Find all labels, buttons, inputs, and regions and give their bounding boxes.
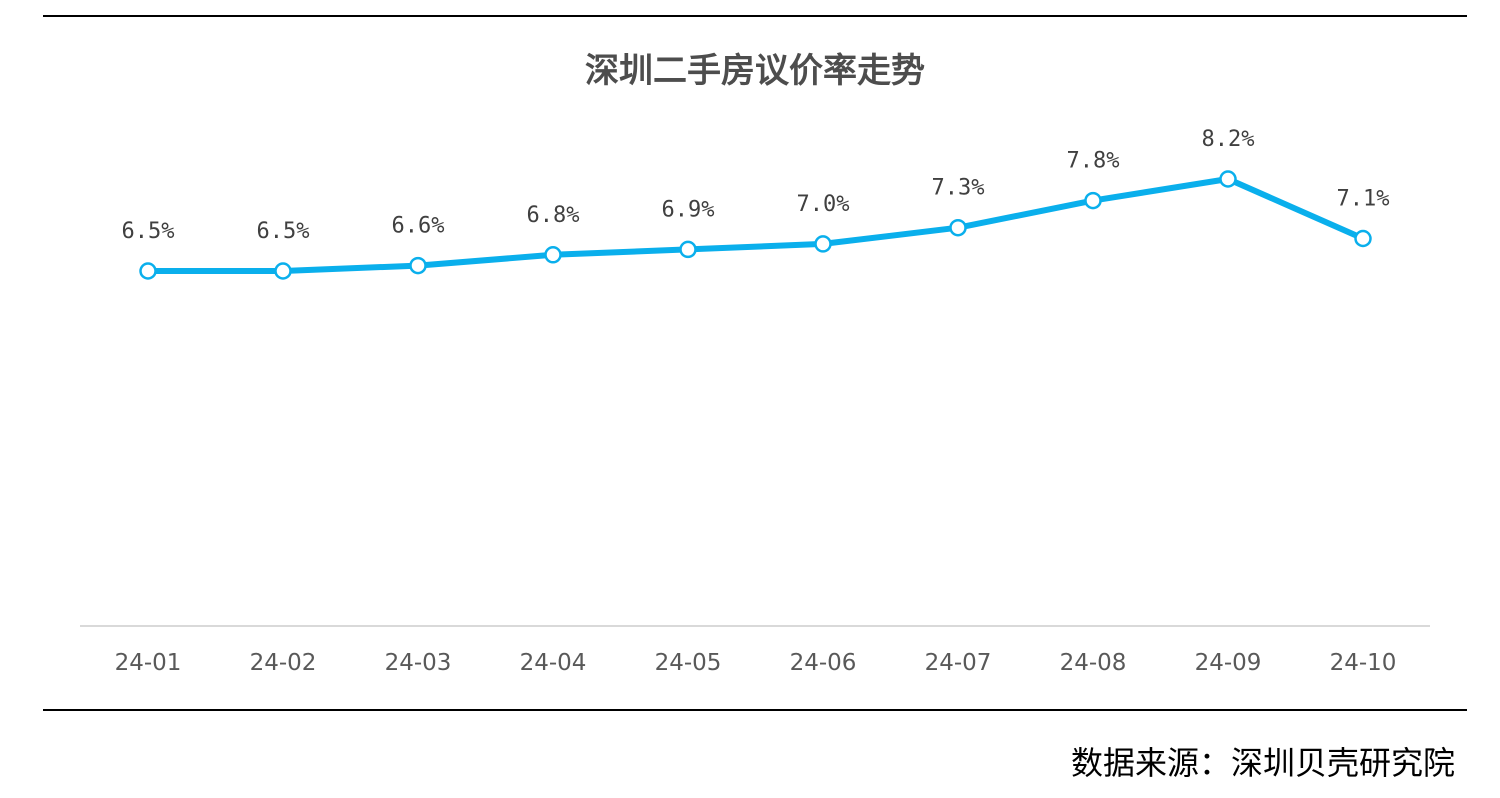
top-rule (43, 15, 1467, 17)
data-label: 6.5% (122, 219, 175, 244)
x-tick-label: 24-02 (250, 650, 317, 676)
x-tick-label: 24-07 (925, 650, 992, 676)
data-label: 6.6% (392, 214, 445, 239)
data-point (1354, 229, 1372, 248)
data-point (544, 246, 562, 264)
data-label: 6.9% (662, 197, 715, 222)
x-tick-label: 24-09 (1195, 650, 1262, 676)
x-tick-label: 24-01 (115, 650, 182, 676)
x-tick-label: 24-03 (385, 650, 452, 676)
bottom-rule (43, 709, 1467, 711)
series-group: 6.5% 6.5% 6.6% 6.8% 6.9% 7.0% 7.3% 7.8% 8.2% 7.1% (122, 127, 1390, 280)
data-point (1084, 191, 1102, 210)
data-point (814, 235, 832, 253)
data-label: 7.8% (1067, 149, 1120, 174)
x-tick-label: 24-08 (1060, 650, 1127, 676)
series-line (145, 176, 1366, 274)
chart-title: 深圳二手房议价率走势 (585, 51, 925, 91)
x-tick-label: 24-06 (790, 650, 857, 676)
data-label: 6.5% (257, 219, 310, 244)
data-point (1219, 170, 1237, 188)
data-source: 数据来源：深圳贝壳研究院 (1070, 744, 1455, 782)
x-tick-labels: 24-01 24-02 24-03 24-04 24-05 24-06 24-07 24-08… (115, 650, 1397, 676)
x-tick-label: 24-04 (520, 650, 587, 676)
data-label: 7.0% (797, 192, 850, 217)
x-tick-label: 24-10 (1330, 650, 1397, 676)
x-tick-label: 24-05 (655, 650, 722, 676)
data-point (274, 262, 292, 280)
data-point (679, 240, 697, 259)
data-label: 7.1% (1337, 187, 1390, 212)
data-point (949, 218, 967, 237)
data-label: 8.2% (1202, 127, 1255, 152)
data-point (409, 256, 427, 275)
data-label: 6.8% (527, 203, 580, 228)
data-point (139, 262, 157, 280)
data-label: 7.3% (932, 176, 985, 201)
